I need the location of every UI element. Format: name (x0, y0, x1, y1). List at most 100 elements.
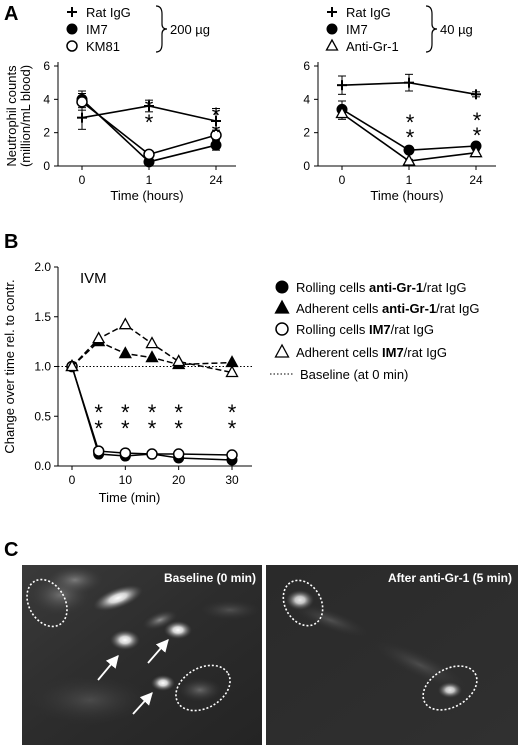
y-axis-label: Change over time rel. to contr. (2, 279, 17, 453)
significance-star: * (228, 400, 237, 425)
legend-label-bold: anti-Gr-1 (382, 301, 436, 316)
open-circle-marker (143, 148, 155, 161)
panel-letter-a: A (4, 3, 18, 25)
legend-label: Anti-Gr-1 (346, 39, 399, 54)
y-tick-label: 1.5 (34, 310, 51, 324)
significance-star: * (148, 400, 157, 425)
panel-letter-b: B (4, 231, 18, 253)
open-circle-marker (76, 96, 88, 108)
open-triangle-marker (172, 354, 186, 367)
x-axis-label: Time (min) (99, 490, 161, 505)
x-tick-label: 10 (119, 473, 133, 487)
significance-star: * (94, 416, 103, 441)
legend-label-bold: IM7 (382, 345, 404, 360)
dotted-ellipse (26, 578, 68, 628)
legend-label-part: /rat IgG (436, 301, 479, 316)
x-tick-label: 1 (406, 173, 413, 187)
y-tick-label: 4 (303, 92, 310, 106)
legend-label: Rat IgG (346, 5, 391, 20)
open-triangle-marker (274, 343, 290, 358)
plus-marker (77, 112, 87, 123)
dotted-ellipse (422, 665, 478, 711)
plus-marker (404, 77, 414, 88)
open-circle-marker (92, 445, 105, 457)
open-circle-marker (210, 129, 222, 141)
legend-label: KM81 (86, 39, 120, 54)
filled-circle-marker (66, 23, 78, 35)
significance-star: * (228, 416, 237, 441)
legend-label-bold: anti-Gr-1 (369, 280, 423, 295)
y-tick-label: 2 (303, 126, 310, 140)
arrow-icon (147, 639, 169, 664)
plus-marker (327, 7, 337, 17)
legend-label-part: Rolling cells (296, 322, 369, 337)
filled-circle-marker (326, 23, 338, 35)
plus-marker (144, 101, 154, 111)
filled-triangle-marker (274, 299, 290, 314)
open-triangle-marker (402, 153, 416, 166)
significance-star: * (212, 103, 221, 128)
x-tick-label: 0 (339, 173, 346, 187)
open-triangle-marker (118, 317, 132, 330)
significance-star: * (148, 416, 157, 441)
plus-marker (211, 116, 221, 126)
dose-label: 200 µg (170, 22, 210, 37)
open-circle-marker (275, 322, 289, 336)
significance-star: * (406, 110, 415, 135)
legend-label: Baseline (at 0 min) (300, 367, 408, 382)
open-circle-marker (226, 449, 238, 461)
panel-b-chart: 0.0 0.5 1.0 1.5 2.0 0 10 20 30 Time (min) Change o… (2, 260, 480, 505)
x-tick-label: 30 (225, 473, 239, 487)
y-tick-label: 1.0 (34, 360, 51, 374)
significance-star: * (121, 400, 130, 425)
open-circle-marker (66, 40, 78, 52)
open-triangle-marker (92, 331, 106, 344)
significance-star: * (212, 120, 221, 145)
plus-marker (471, 89, 481, 100)
arrow-icon (132, 692, 153, 715)
y-tick-label: 0 (303, 159, 310, 173)
open-triangle-marker (65, 359, 79, 372)
y-tick-label: 4 (43, 92, 50, 106)
y-tick-label: 6 (43, 59, 50, 73)
legend-brace (155, 5, 168, 53)
x-tick-label: 0 (69, 473, 76, 487)
significance-star: * (174, 416, 183, 441)
y-axis-label-line1: Neutrophil counts (4, 65, 19, 167)
significance-star: * (145, 95, 154, 120)
filled-triangle-marker (145, 350, 159, 363)
y-tick-label: 0 (43, 159, 50, 173)
legend-brace (425, 5, 438, 53)
significance-star: * (406, 125, 415, 150)
legend-label-part: /rat IgG (391, 322, 434, 337)
y-tick-label: 2.0 (34, 260, 51, 274)
open-triangle-marker (225, 365, 239, 378)
x-axis-label: Time (hours) (370, 188, 443, 203)
significance-star: * (145, 110, 154, 135)
legend-label-part: /rat IgG (404, 345, 447, 360)
y-tick-label: 0.5 (34, 409, 51, 423)
open-triangle-marker (335, 106, 349, 119)
x-tick-label: 24 (209, 173, 223, 187)
open-triangle-marker (469, 145, 483, 158)
significance-star: * (121, 416, 130, 441)
legend-label-bold: IM7 (369, 322, 391, 337)
open-triangle-marker (325, 38, 339, 51)
filled-circle-marker (275, 280, 289, 294)
x-axis-label: Time (hours) (110, 188, 183, 203)
y-tick-label: 0.0 (34, 459, 51, 473)
panel-c-images: Baseline (0 min) After anti-Gr-1 (5 min) (22, 565, 518, 745)
image-label-baseline: Baseline (0 min) (164, 571, 256, 585)
legend-label: Rolling cells IM7/rat IgG (296, 322, 434, 337)
y-tick-label: 2 (43, 126, 50, 140)
legend-label-part: Rolling cells (296, 280, 369, 295)
dotted-ellipse (282, 579, 324, 627)
legend-label: Adherent cells IM7/rat IgG (296, 345, 447, 360)
plus-marker (67, 7, 77, 17)
series-line (71, 366, 233, 456)
filled-triangle-marker (225, 355, 239, 368)
chart-title: IVM (80, 270, 107, 287)
panel-letter-c: C (4, 539, 18, 561)
